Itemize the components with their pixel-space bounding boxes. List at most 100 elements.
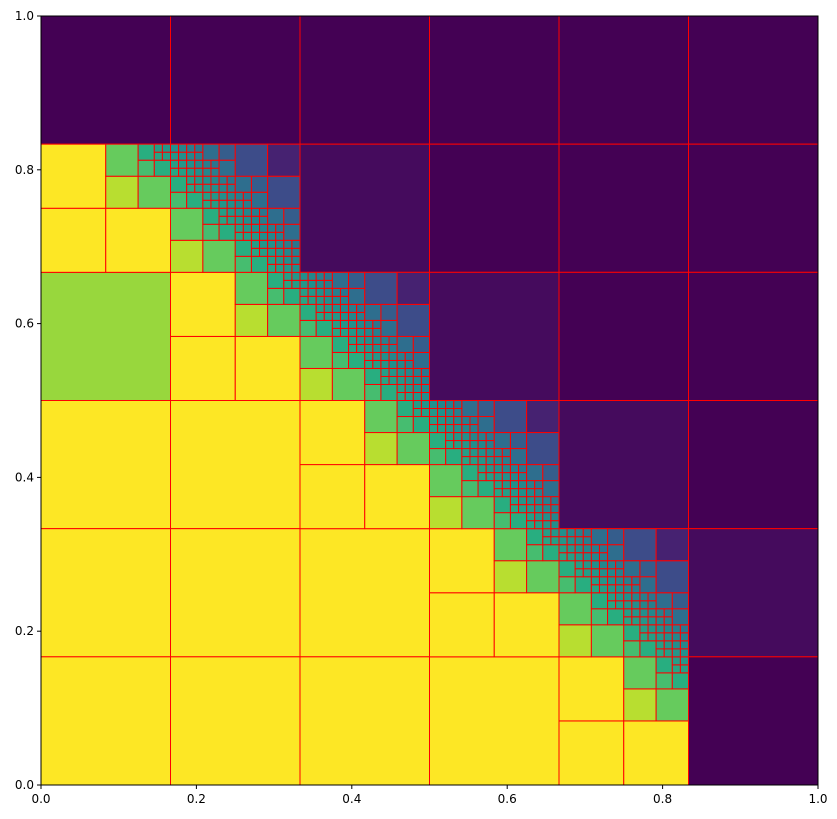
heatmap-cell — [598, 584, 609, 594]
heatmap-cell — [623, 592, 633, 602]
heatmap-cell — [186, 167, 196, 177]
heatmap-cell — [307, 271, 317, 281]
heatmap-cell — [671, 624, 681, 634]
heatmap-cell — [267, 231, 277, 241]
heatmap-cell — [566, 536, 576, 546]
heatmap-cell — [647, 608, 657, 618]
heatmap-cell — [542, 536, 552, 546]
heatmap-cell — [259, 215, 269, 225]
heatmap-cell — [623, 584, 633, 594]
heatmap-cell — [404, 391, 414, 402]
heatmap-cell — [372, 319, 382, 329]
heatmap-cell — [267, 143, 301, 177]
heatmap-cell — [534, 520, 544, 530]
heatmap-cell — [250, 215, 261, 225]
heatmap-cell — [396, 432, 430, 466]
heatmap-cell — [250, 223, 261, 233]
heatmap-cell — [550, 512, 560, 522]
heatmap-cell — [574, 560, 584, 570]
heatmap-cell — [429, 448, 447, 466]
heatmap-cell — [210, 183, 220, 193]
heatmap-cell — [679, 624, 689, 634]
heatmap-cell — [210, 175, 220, 185]
heatmap-cell — [380, 351, 390, 361]
heatmap-cell — [671, 672, 689, 690]
heatmap-cell — [210, 199, 220, 209]
heatmap-cell — [267, 175, 301, 209]
heatmap-cell — [420, 400, 430, 410]
heatmap-cell — [501, 480, 511, 490]
heatmap-cell — [388, 351, 398, 361]
heatmap-cell — [242, 191, 252, 201]
heatmap-cell — [372, 327, 382, 337]
heatmap-cell — [396, 335, 414, 353]
heatmap-cell — [250, 231, 261, 241]
heatmap-cell — [526, 496, 536, 506]
heatmap-cell — [283, 207, 301, 225]
heatmap-cell — [445, 440, 455, 450]
heatmap-cell — [687, 400, 819, 530]
heatmap-cell — [453, 400, 463, 410]
heatmap-cell — [558, 624, 592, 658]
heatmap-cell — [356, 327, 366, 337]
heatmap-cell — [663, 632, 673, 642]
heatmap-cell — [485, 472, 495, 482]
heatmap-cell — [574, 568, 584, 578]
heatmap-cell — [250, 239, 261, 249]
heatmap-cell — [461, 456, 471, 466]
heatmap-cell — [226, 199, 236, 209]
heatmap-cell — [299, 287, 309, 297]
heatmap-cell — [396, 416, 414, 434]
heatmap-cell — [461, 400, 479, 418]
heatmap-cell — [655, 624, 665, 634]
heatmap-cell — [291, 279, 301, 289]
heatmap-cell — [469, 424, 479, 434]
heatmap-cell — [170, 207, 204, 241]
heatmap-cell — [558, 592, 592, 626]
heatmap-cell — [607, 592, 617, 602]
heatmap-cell — [469, 456, 479, 466]
heatmap-cell — [242, 207, 252, 217]
heatmap-cell — [493, 592, 560, 658]
heatmap-cell — [299, 15, 430, 145]
heatmap-cell — [558, 544, 568, 554]
heatmap-cell — [275, 231, 285, 241]
heatmap-cell — [493, 488, 503, 498]
heatmap-cell — [493, 432, 511, 450]
heatmap-cell — [226, 191, 236, 201]
heatmap-cell — [607, 576, 617, 586]
heatmap-cell — [420, 408, 430, 418]
heatmap-cell — [671, 640, 681, 650]
heatmap-cell — [623, 688, 657, 722]
heatmap-cell — [170, 271, 236, 337]
heatmap-cell — [679, 656, 689, 666]
heatmap-cell — [412, 335, 430, 353]
heatmap-cell — [493, 496, 511, 514]
heatmap-cell — [590, 568, 600, 578]
heatmap-cell — [291, 263, 301, 273]
heatmap-cell — [299, 143, 430, 273]
heatmap-cell — [631, 576, 641, 586]
heatmap-cell — [291, 247, 301, 257]
heatmap-cell — [501, 456, 511, 466]
heatmap-cell — [590, 576, 600, 586]
heatmap-cell — [364, 359, 374, 369]
heatmap-cell — [445, 424, 455, 434]
y-tick-label: 0.4 — [15, 470, 34, 484]
heatmap-cell — [380, 359, 390, 369]
heatmap-cell — [339, 295, 350, 305]
heatmap-cell — [485, 464, 495, 474]
heatmap-cell — [647, 600, 657, 610]
heatmap-cell — [639, 640, 657, 658]
heatmap-cell — [210, 191, 220, 201]
heatmap-cell — [453, 424, 463, 434]
heatmap-cell — [404, 383, 414, 393]
heatmap-cell — [542, 480, 560, 498]
heatmap-cell — [526, 488, 536, 498]
heatmap-cell — [655, 560, 689, 594]
heatmap-cell — [348, 351, 366, 369]
heatmap-cell — [218, 207, 228, 217]
heatmap-cell — [259, 231, 269, 241]
heatmap-cell — [137, 143, 155, 161]
